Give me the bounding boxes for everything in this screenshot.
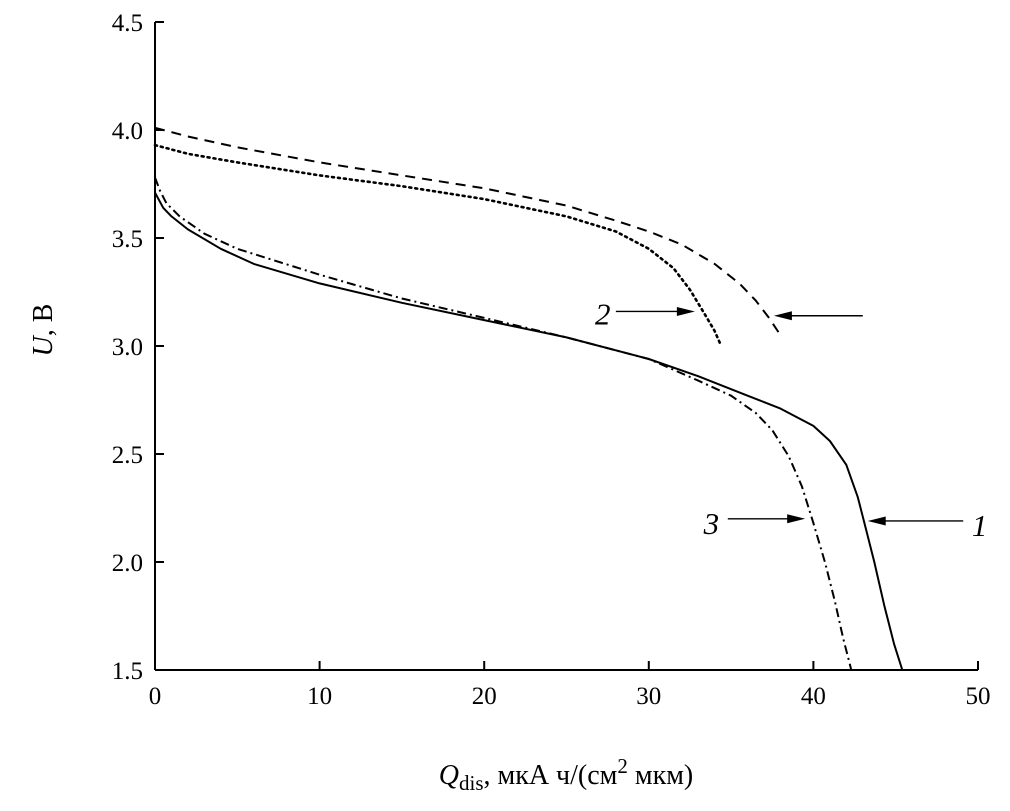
- curve-label-2: 2: [595, 296, 611, 331]
- x-tick-label: 20: [472, 683, 497, 710]
- y-tick-label: 1.5: [112, 658, 143, 685]
- ticks: 0 10 20 30 40 50 1.5 2.0 2.5 3.0 3.5 4.0 4.5: [112, 10, 991, 710]
- y-tick-label: 3.0: [112, 334, 143, 361]
- axes: [154, 22, 978, 671]
- x-axis-superscript: 2: [617, 754, 628, 778]
- y-axis-label: U, В: [28, 304, 59, 357]
- x-tick-label: 0: [149, 683, 162, 710]
- x-axis-units-tail: мкм): [628, 760, 693, 791]
- arrow-curve-2: [615, 306, 695, 316]
- series-line-3: [154, 177, 853, 671]
- x-tick-label: 30: [636, 683, 661, 710]
- series-line-dashed: [154, 126, 782, 336]
- x-tick-label: 10: [307, 683, 332, 710]
- series-line-2: [153, 143, 723, 348]
- arrow-curve-1: [867, 516, 964, 526]
- curve-label-1: 1: [972, 508, 988, 543]
- y-axis-symbol: U: [28, 334, 59, 356]
- y-tick-label: 4.5: [112, 10, 143, 37]
- y-tick-label: 2.5: [112, 442, 143, 469]
- series-group: [153, 126, 904, 671]
- y-tick-label: 3.5: [112, 226, 143, 253]
- x-tick-label: 50: [966, 683, 991, 710]
- annotations: 1 2 3: [595, 296, 987, 543]
- series-line-1: [154, 192, 904, 671]
- x-axis-units: , мкА ч/(см: [484, 760, 618, 791]
- arrow-curve-dashed: [773, 311, 863, 321]
- arrow-curve-3: [727, 514, 806, 524]
- y-tick-label: 4.0: [112, 118, 143, 145]
- x-axis-subscript: dis: [459, 771, 484, 795]
- x-axis-label: Qdis, мкА ч/(см2 мкм): [439, 754, 694, 795]
- curve-label-3: 3: [703, 506, 720, 541]
- x-tick-label: 40: [801, 683, 826, 710]
- y-tick-label: 2.0: [112, 550, 143, 577]
- x-axis-symbol: Q: [439, 760, 459, 791]
- y-axis-units: , В: [28, 304, 59, 337]
